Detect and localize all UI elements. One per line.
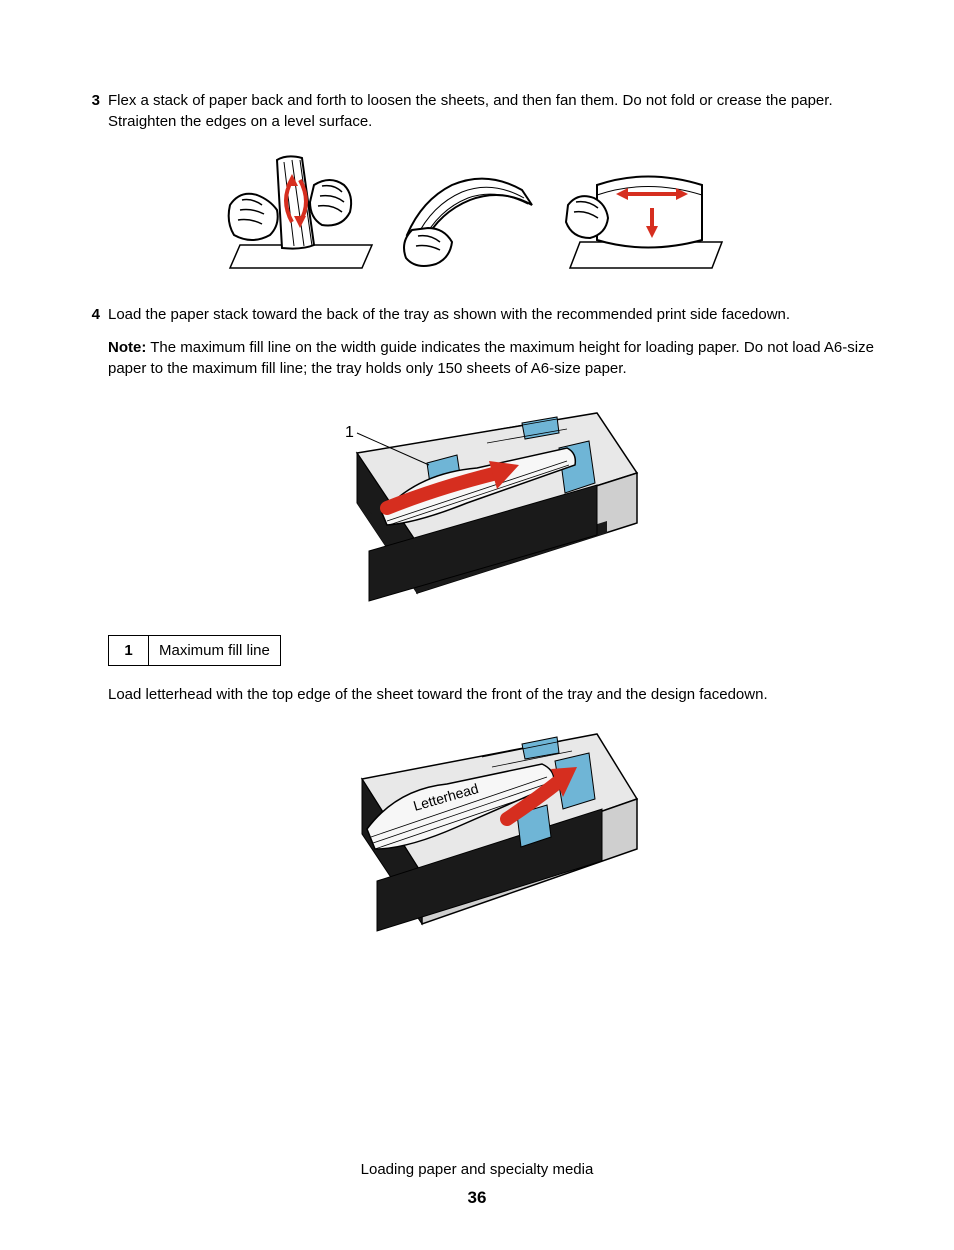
legend-key: 1: [109, 636, 149, 666]
step-number: 4: [80, 304, 100, 325]
letterhead-instruction: Load letterhead with the top edge of the…: [108, 684, 874, 705]
figure-tray-letterhead: Letterhead: [80, 719, 874, 949]
footer-page: 36: [80, 1186, 874, 1210]
legend-value: Maximum fill line: [149, 636, 281, 666]
note-label: Note:: [108, 339, 146, 356]
legend-table: 1 Maximum fill line: [108, 635, 281, 666]
footer-title: Loading paper and specialty media: [80, 1159, 874, 1180]
figure-tray-load: 1: [80, 393, 874, 613]
figure-row-flex-paper: [80, 150, 874, 280]
callout-label: 1: [345, 424, 354, 441]
figure-fan: [392, 150, 552, 280]
page-footer: Loading paper and specialty media 36: [80, 1159, 874, 1210]
step-4: 4 Load the paper stack toward the back o…: [80, 304, 874, 325]
step-text: Flex a stack of paper back and forth to …: [108, 90, 874, 132]
figure-straighten: [562, 150, 732, 280]
note-text: The maximum fill line on the width guide…: [108, 339, 874, 377]
step-number: 3: [80, 90, 100, 111]
note: Note: The maximum fill line on the width…: [108, 337, 874, 379]
table-row: 1 Maximum fill line: [109, 636, 281, 666]
step-text: Load the paper stack toward the back of …: [108, 304, 874, 325]
figure-flex: [222, 150, 382, 280]
step-3: 3 Flex a stack of paper back and forth t…: [80, 90, 874, 132]
